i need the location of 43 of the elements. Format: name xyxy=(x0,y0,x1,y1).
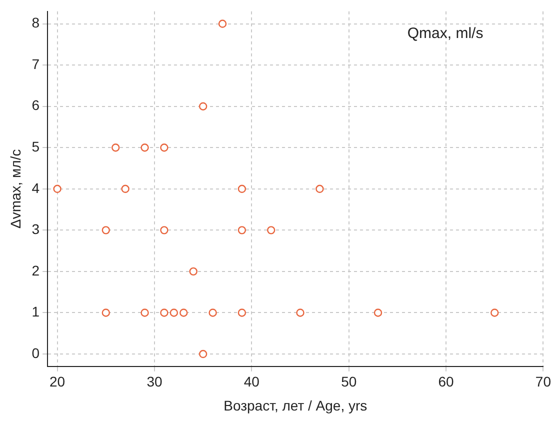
y-tick-label: 7 xyxy=(32,56,40,72)
point xyxy=(121,184,130,193)
point xyxy=(160,226,168,234)
point xyxy=(140,144,149,152)
x-tick-label: 60 xyxy=(438,374,454,390)
y-tick-label: 2 xyxy=(32,262,40,278)
point xyxy=(170,308,178,317)
y-tick-label: 3 xyxy=(32,221,40,238)
point xyxy=(208,308,217,317)
point xyxy=(198,102,208,110)
point xyxy=(316,184,324,193)
point xyxy=(238,226,246,234)
point xyxy=(218,20,227,28)
point xyxy=(490,308,499,317)
point xyxy=(189,267,198,276)
x-tick-label: 30 xyxy=(146,374,162,390)
point xyxy=(160,308,168,317)
point xyxy=(180,308,188,317)
point xyxy=(238,184,246,193)
annotation: Qmax, ml/s xyxy=(407,25,484,42)
point xyxy=(296,308,304,317)
point xyxy=(238,308,246,317)
point xyxy=(267,226,276,234)
y-tick-label: 6 xyxy=(32,97,40,114)
x-tick-label: 20 xyxy=(50,374,66,390)
x-axis-title: Возраст, лет / Age, yrs xyxy=(224,397,368,414)
point xyxy=(140,308,149,317)
point xyxy=(112,144,120,152)
point xyxy=(102,226,110,234)
y-tick-label: 5 xyxy=(32,138,40,154)
x-tick-label: 70 xyxy=(535,374,552,390)
x-tick-label: 40 xyxy=(244,374,260,390)
x-tick-label: 50 xyxy=(341,374,357,390)
y-axis-title: Δvmax, мл/с xyxy=(7,149,24,229)
point xyxy=(374,308,382,317)
y-tick-label: 1 xyxy=(32,304,40,320)
point xyxy=(53,184,62,193)
y-tick-label: 8 xyxy=(32,14,40,31)
point xyxy=(160,144,168,152)
point xyxy=(198,350,208,358)
y-tick-label: 4 xyxy=(32,180,40,196)
point xyxy=(102,308,110,317)
y-tick-label: 0 xyxy=(32,344,40,361)
